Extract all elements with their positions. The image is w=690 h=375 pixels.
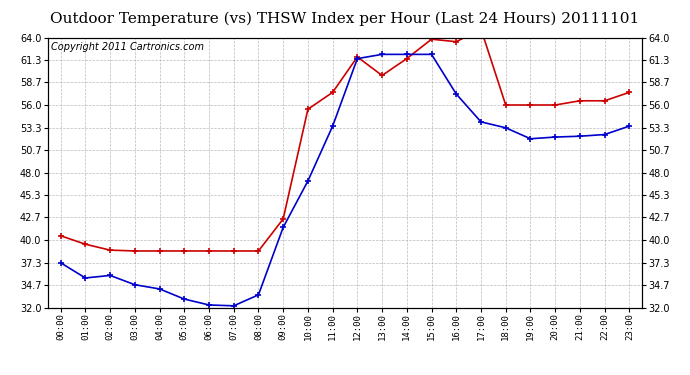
Text: Copyright 2011 Cartronics.com: Copyright 2011 Cartronics.com <box>51 42 204 51</box>
Text: Outdoor Temperature (vs) THSW Index per Hour (Last 24 Hours) 20111101: Outdoor Temperature (vs) THSW Index per … <box>50 11 640 26</box>
